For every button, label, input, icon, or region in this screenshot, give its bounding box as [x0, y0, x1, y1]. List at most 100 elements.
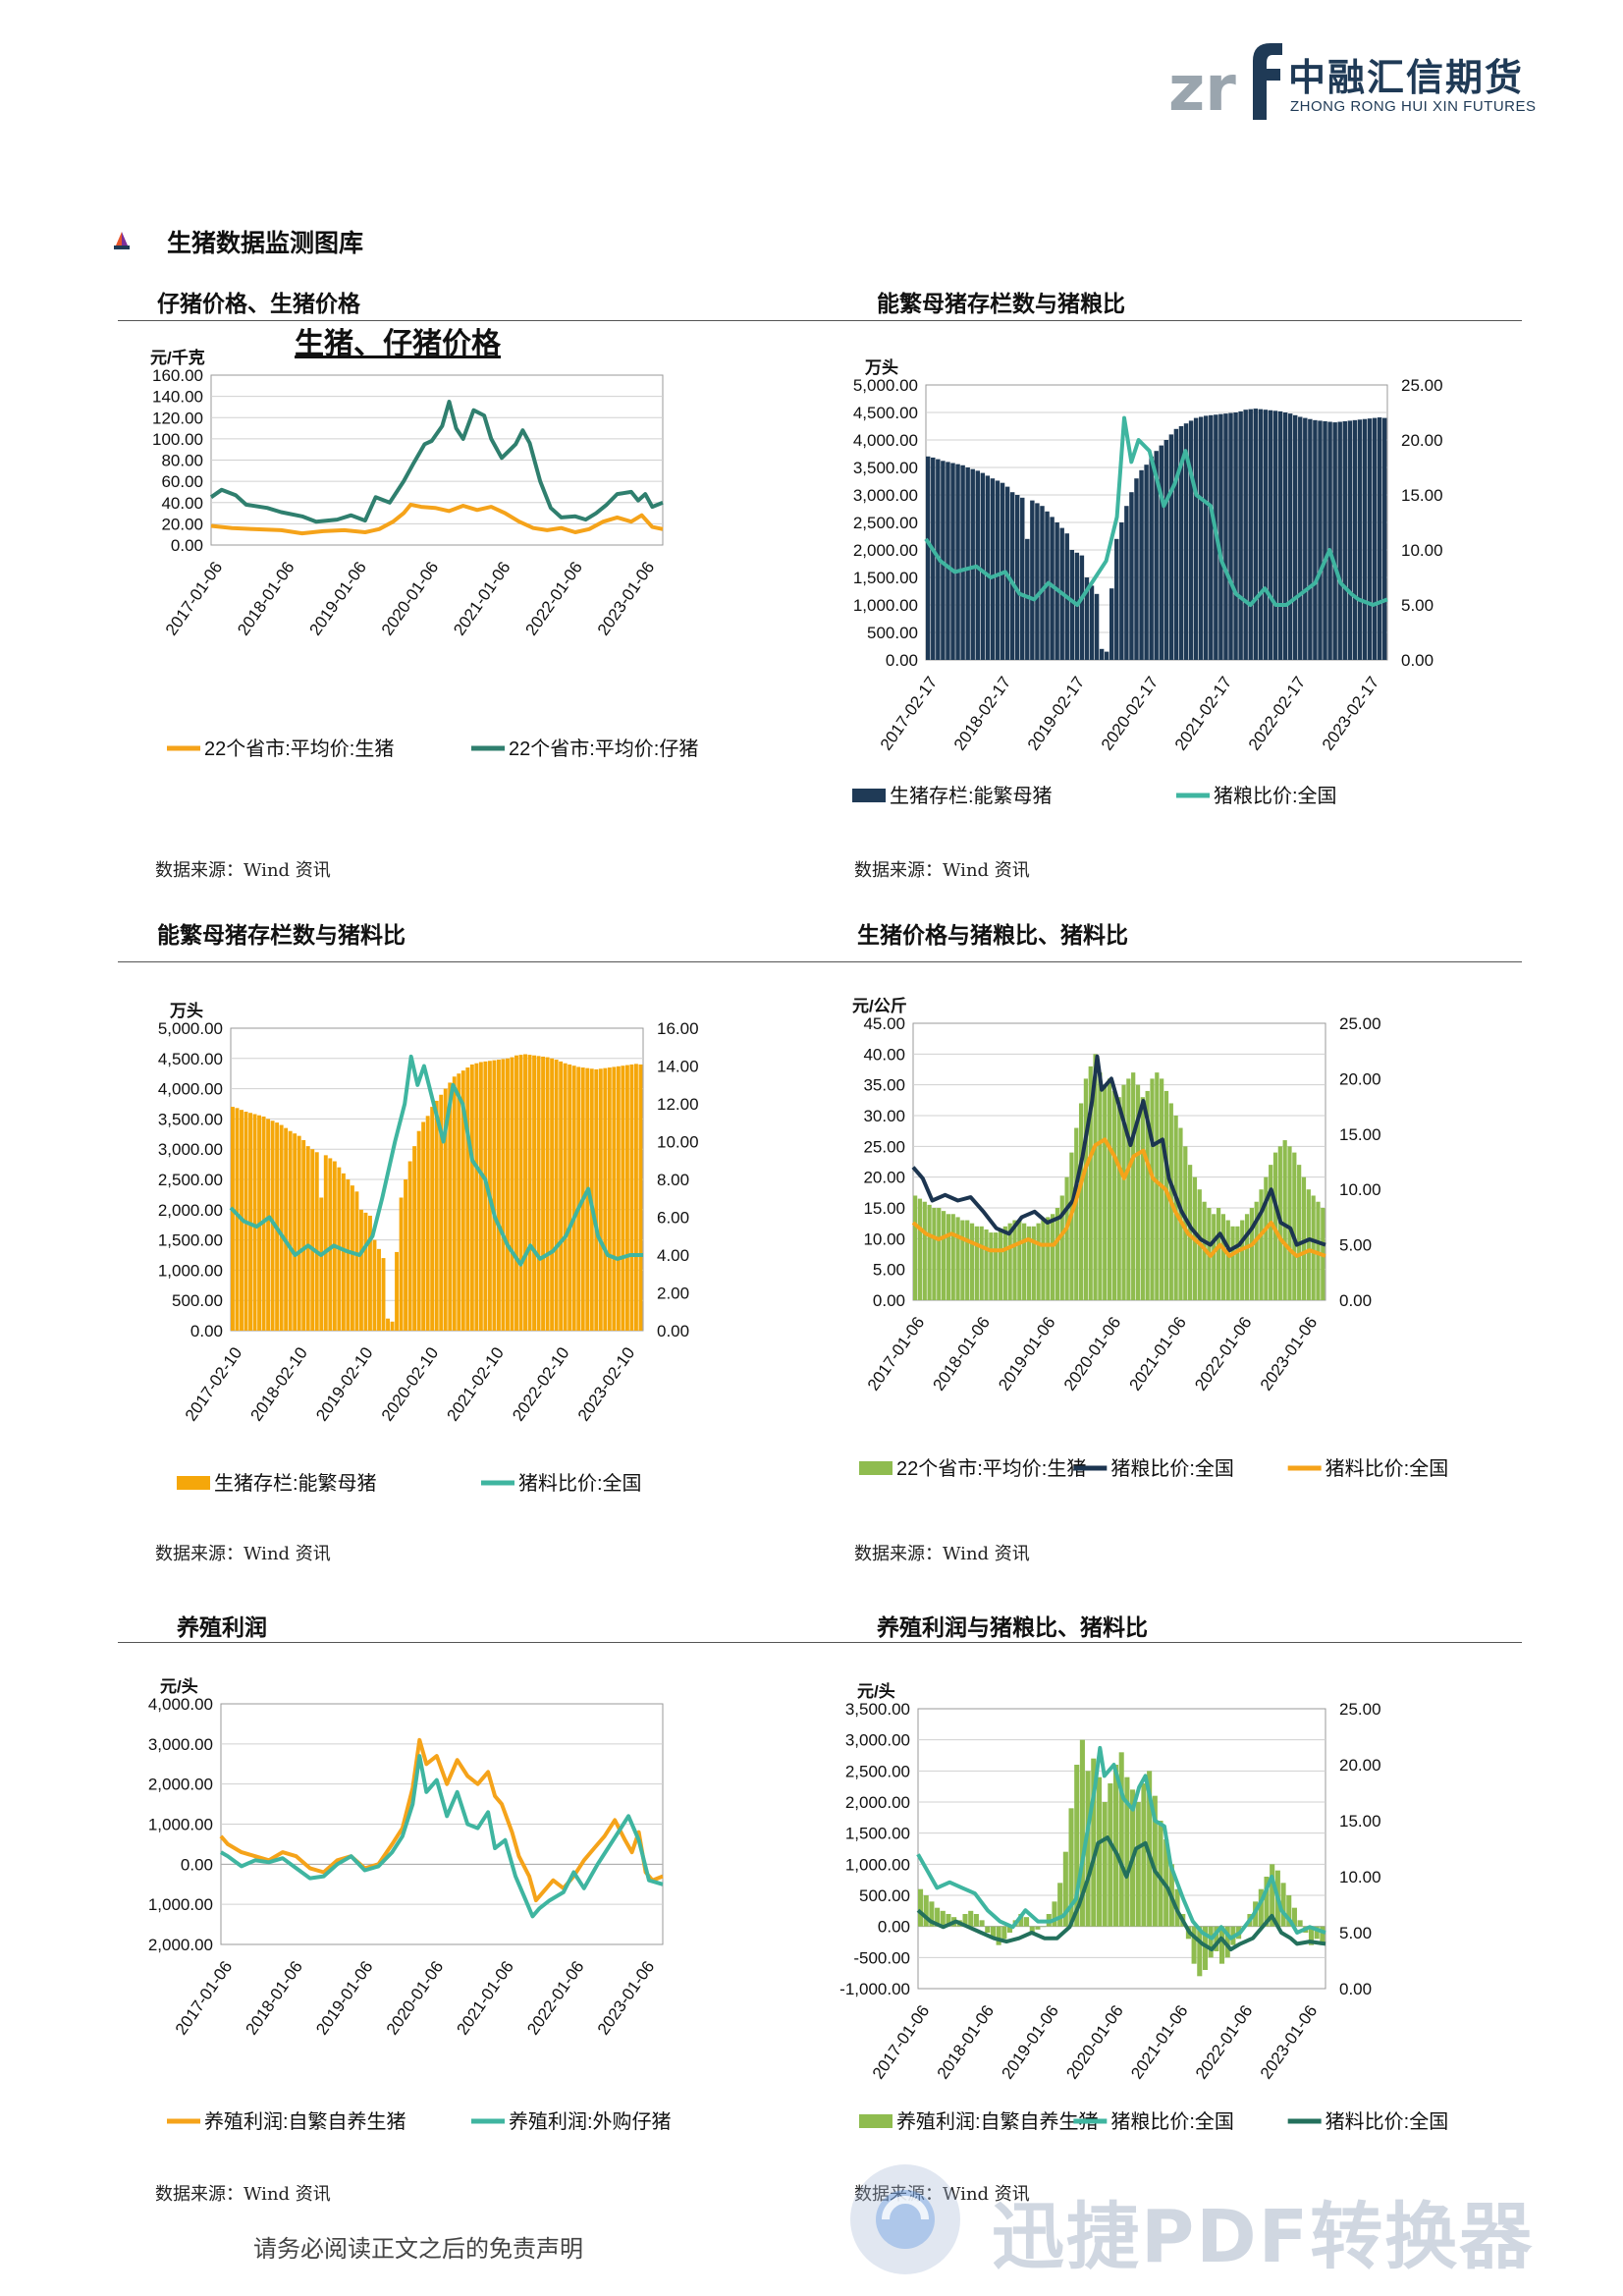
bar [950, 1214, 955, 1300]
bar [328, 1158, 333, 1331]
data-source: 数据来源：Wind 资讯 [854, 1544, 1030, 1564]
bar [1098, 1072, 1103, 1300]
y-right-tick-label: 20.00 [1339, 1069, 1381, 1088]
legend-label: 22个省市:平均价:生猪 [896, 1457, 1086, 1480]
x-tick-label: 2023-01-06 [594, 558, 658, 638]
bar [1286, 1895, 1292, 1927]
bar [979, 1226, 984, 1300]
bar [1150, 1078, 1155, 1300]
bar [474, 1063, 479, 1331]
series-line [911, 1054, 1326, 1253]
bar [421, 1121, 426, 1331]
x-tick-label: 2019-02-17 [1024, 673, 1088, 753]
bar [1332, 422, 1337, 660]
x-tick-label: 2020-02-10 [378, 1343, 442, 1424]
bar [1035, 503, 1040, 660]
y-tick-label: 0.00 [190, 1322, 223, 1340]
bar [1297, 1165, 1302, 1300]
series-line [209, 400, 664, 524]
y-tick-label: 3,000.00 [158, 1140, 223, 1159]
y-tick-label: 1,500.00 [845, 1825, 910, 1843]
bar [1168, 434, 1174, 660]
bar [937, 1208, 942, 1300]
y-axis-unit: 万头 [864, 358, 898, 377]
y-tick-label: 1,000.00 [158, 1261, 223, 1280]
bar [1052, 1901, 1057, 1927]
y-right-tick-label: 6.00 [657, 1209, 689, 1228]
bar [416, 1130, 421, 1331]
x-tick-label: 2023-02-10 [574, 1343, 638, 1424]
bar [913, 1195, 918, 1300]
bar [929, 1901, 935, 1927]
y-right-tick-label: 10.00 [1339, 1180, 1381, 1199]
bar [607, 1067, 612, 1331]
y-tick-label: 10.00 [863, 1230, 905, 1248]
chart-pig-piglet-price: 160.00 140.00 120.00 100.00 80.00 60.00 40.00 2… [150, 327, 698, 760]
y-tick-label: 140.00 [152, 388, 203, 407]
bar [563, 1063, 568, 1331]
bar [1362, 418, 1368, 660]
bar [439, 1094, 444, 1331]
bar [412, 1146, 417, 1331]
bar [235, 1108, 240, 1331]
bar [1323, 420, 1327, 660]
bar [1352, 419, 1358, 660]
bar [931, 457, 936, 660]
bar [1088, 1066, 1093, 1300]
bar [1094, 593, 1100, 660]
bar [1253, 409, 1259, 660]
bar [1308, 418, 1313, 660]
y-tick-label: 2,000.00 [845, 1793, 910, 1812]
bar [1104, 651, 1109, 660]
bar [279, 1124, 284, 1331]
bar [985, 475, 991, 660]
bar [1240, 1220, 1245, 1300]
bar [310, 1149, 315, 1331]
bar [506, 1058, 510, 1331]
bar [1230, 1226, 1235, 1300]
bar [955, 1217, 960, 1300]
y-tick-label: 500.00 [867, 624, 918, 642]
x-tick-label: 2019-01-06 [312, 1957, 376, 2038]
bar [985, 1926, 991, 1933]
bar [1209, 414, 1214, 660]
bar [350, 1185, 354, 1331]
y-right-tick-label: 16.00 [657, 1019, 699, 1038]
bar [1306, 1189, 1311, 1300]
bar [1017, 1220, 1022, 1300]
bar [1214, 1926, 1219, 1951]
x-tick-label: 2019-01-06 [998, 2001, 1061, 2082]
bar [1057, 1883, 1063, 1927]
bar [1197, 1926, 1203, 1977]
bar [448, 1082, 453, 1331]
x-tick-label: 2023-01-06 [1257, 1313, 1321, 1394]
y-tick-label: 20.00 [863, 1169, 905, 1187]
y-tick-label: 3,000.00 [148, 1735, 213, 1754]
bar [1139, 469, 1144, 660]
y-tick-label: 4,500.00 [158, 1050, 223, 1068]
plot-area [917, 1708, 1326, 1990]
bar [979, 1920, 985, 1927]
y-tick-label: 500.00 [859, 1886, 910, 1905]
bar [1188, 420, 1194, 660]
bar [568, 1064, 572, 1331]
x-tick-label: 2021-01-06 [1125, 1313, 1189, 1394]
bar [457, 1073, 461, 1331]
bar [1144, 465, 1149, 660]
bar [1025, 538, 1030, 660]
bar [1292, 414, 1298, 660]
bar [1074, 1765, 1080, 1927]
chart-hog-price-ratios: 45.00 40.00 35.00 30.00 25.00 20.00 15.00 10.00… [852, 997, 1448, 1480]
bar [301, 1139, 306, 1331]
bar [621, 1066, 625, 1331]
x-tick-label: 2022-01-06 [521, 558, 585, 638]
bar [1118, 1752, 1124, 1927]
y-tick-label: 0.00 [181, 1855, 213, 1874]
bar [545, 1057, 550, 1331]
y-tick-label: 120.00 [152, 409, 203, 427]
bar [1243, 410, 1248, 660]
y-right-tick-label: 4.00 [657, 1246, 689, 1265]
x-tick-label: 2020-01-06 [1062, 2001, 1126, 2082]
bar [1051, 1214, 1055, 1300]
bar [638, 1064, 643, 1331]
